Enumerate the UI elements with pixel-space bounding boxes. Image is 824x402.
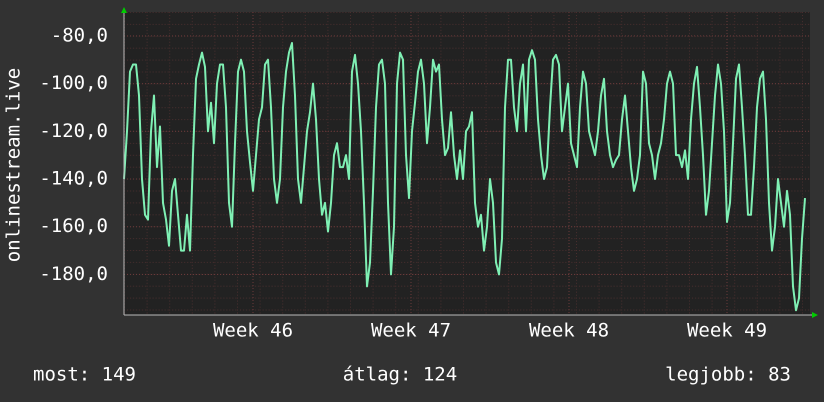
stat-average: átlag: 124 [343, 364, 457, 386]
y-tick-label: -120,0 [39, 120, 108, 142]
stat-current: most: 149 [33, 364, 136, 386]
y-tick-label: -160,0 [39, 215, 108, 237]
stat-best: legjobb: 83 [665, 364, 791, 386]
x-tick-label: Week 46 [213, 320, 293, 342]
series-line [123, 42, 806, 312]
y-tick-label: -140,0 [39, 168, 108, 190]
minor-grid [124, 12, 810, 315]
y-tick-label: -100,0 [39, 72, 108, 94]
x-arrow [812, 312, 818, 318]
x-tick-label: Week 48 [529, 320, 609, 342]
y-tick-label: -80,0 [51, 24, 108, 46]
y-arrow [121, 7, 127, 13]
lines [123, 42, 806, 312]
y-axis-label: onlinestream.live [3, 68, 25, 262]
x-tick-label: Week 49 [687, 320, 767, 342]
x-tick-label: Week 47 [371, 320, 451, 342]
y-tick-label: -180,0 [39, 263, 108, 285]
